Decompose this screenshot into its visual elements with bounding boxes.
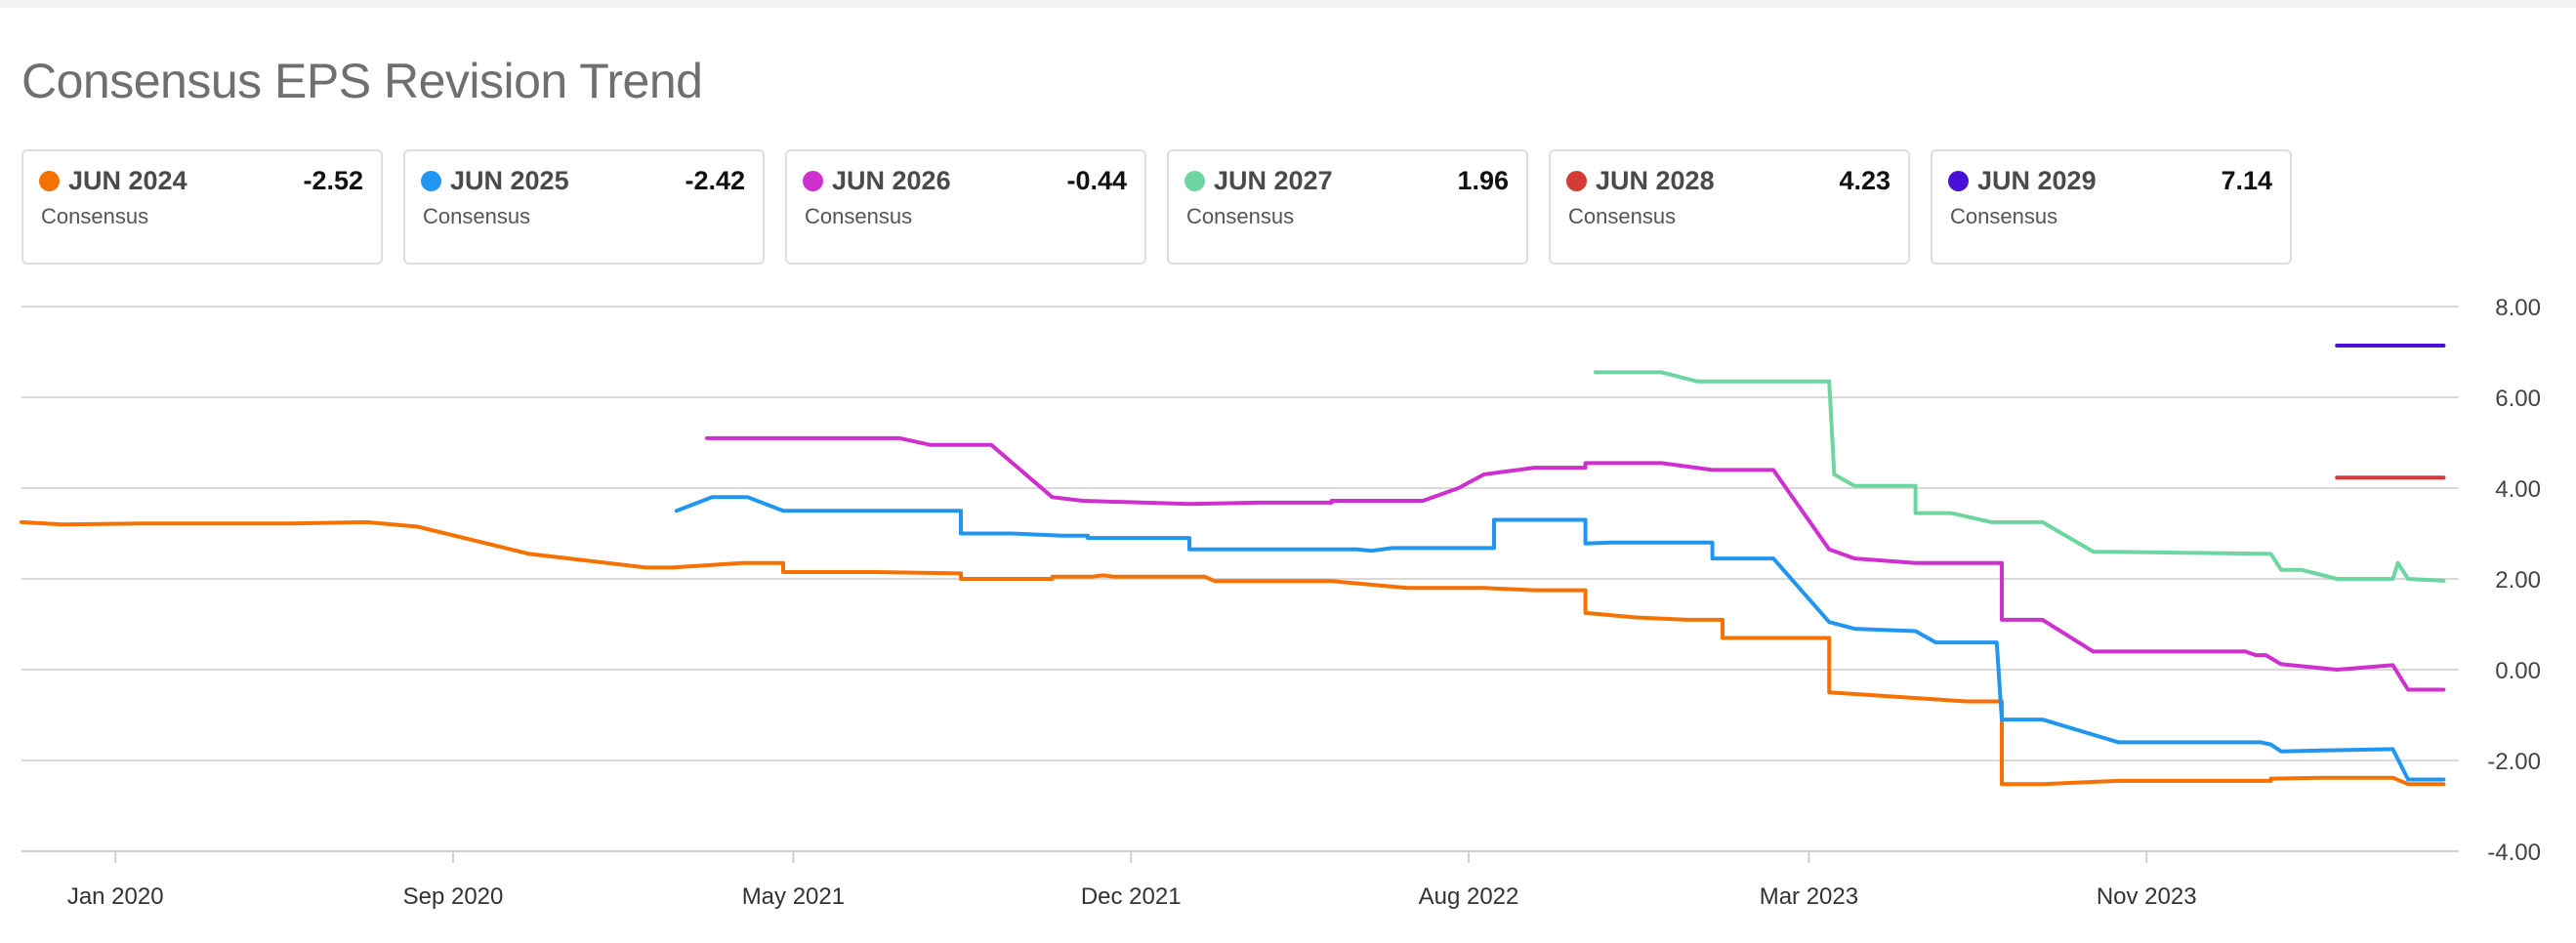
y-tick-label: 8.00 — [2495, 295, 2541, 321]
top-strip — [0, 0, 2576, 8]
series-label: Consensus — [423, 204, 531, 228]
series-label: Consensus — [805, 204, 913, 228]
x-tick-label: Jan 2020 — [67, 883, 164, 910]
series-name: JUN 2027 — [1214, 166, 1333, 195]
series-line — [20, 519, 2446, 787]
series-line — [705, 435, 2446, 692]
series-card[interactable]: JUN 2024 -2.52 Consensus — [21, 149, 383, 265]
series-value: -2.52 — [303, 166, 363, 195]
x-tick-label: Sep 2020 — [403, 883, 504, 910]
series-name: JUN 2026 — [832, 166, 951, 195]
series-color-dot — [39, 171, 60, 191]
series-label: Consensus — [1950, 204, 2058, 228]
series-line — [1594, 370, 2446, 583]
series-value: 4.23 — [1839, 166, 1890, 195]
series-label: Consensus — [41, 204, 149, 228]
x-tick-label: Mar 2023 — [1760, 883, 1858, 910]
series-color-dot — [1184, 171, 1205, 191]
series-color-dot — [421, 171, 441, 191]
series-name: JUN 2029 — [1977, 166, 2097, 195]
series-name: JUN 2028 — [1596, 166, 1715, 195]
x-tick-label: May 2021 — [742, 883, 845, 910]
series-color-dot — [1566, 171, 1587, 191]
y-tick-label: -4.00 — [2487, 840, 2541, 866]
series-value: 1.96 — [1457, 166, 1509, 195]
series-name: JUN 2024 — [68, 166, 187, 195]
y-tick-label: -2.00 — [2487, 749, 2541, 775]
series-color-dot — [803, 171, 823, 191]
series-card[interactable]: JUN 2026 -0.44 Consensus — [785, 149, 1146, 265]
series-line — [674, 495, 2446, 782]
y-tick-label: 0.00 — [2495, 658, 2541, 684]
series-card[interactable]: JUN 2025 -2.42 Consensus — [403, 149, 765, 265]
series-label: Consensus — [1568, 204, 1677, 228]
series-value: -2.42 — [685, 166, 745, 195]
series-value: 7.14 — [2221, 166, 2272, 195]
y-tick-label: 6.00 — [2495, 386, 2541, 412]
y-tick-label: 4.00 — [2495, 476, 2541, 503]
x-tick-label: Nov 2023 — [2097, 883, 2197, 910]
x-tick-label: Dec 2021 — [1081, 883, 1182, 910]
series-card[interactable]: JUN 2028 4.23 Consensus — [1549, 149, 1910, 265]
series-value: -0.44 — [1066, 166, 1127, 195]
series-name: JUN 2025 — [450, 166, 569, 195]
page-title: Consensus EPS Revision Trend — [21, 54, 703, 108]
series-color-dot — [1948, 171, 1969, 191]
series-card[interactable]: JUN 2029 7.14 Consensus — [1931, 149, 2292, 265]
series-card[interactable]: JUN 2027 1.96 Consensus — [1167, 149, 1528, 265]
series-label: Consensus — [1186, 204, 1295, 228]
y-tick-label: 2.00 — [2495, 567, 2541, 594]
x-tick-label: Aug 2022 — [1419, 883, 1519, 910]
